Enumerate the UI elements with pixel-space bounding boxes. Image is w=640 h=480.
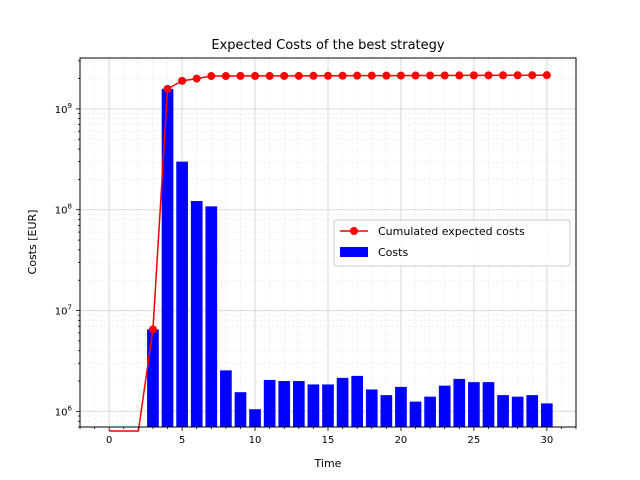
line-point: [353, 71, 362, 80]
line-point: [513, 71, 522, 80]
line-point: [367, 71, 376, 80]
line-point: [221, 72, 230, 81]
line-point: [309, 71, 318, 80]
legend-label-cumulated: Cumulated expected costs: [378, 225, 525, 238]
legend-label-costs: Costs: [378, 246, 408, 259]
line-point: [455, 71, 464, 80]
line-point: [440, 71, 449, 80]
y-tick-label: 107: [55, 304, 72, 318]
line-point: [192, 74, 201, 83]
line-point: [499, 71, 508, 80]
line-point: [265, 71, 274, 80]
line-point: [542, 71, 551, 80]
line-point: [426, 71, 435, 80]
bar: [176, 161, 188, 427]
line-point: [178, 76, 187, 85]
bar: [322, 384, 334, 427]
bar: [278, 381, 291, 427]
bar: [380, 395, 393, 427]
bar: [365, 389, 378, 427]
bar: [526, 395, 539, 427]
bar: [409, 401, 422, 427]
line-point: [469, 71, 478, 80]
chart-title: Expected Costs of the best strategy: [211, 38, 445, 53]
bar: [161, 88, 174, 427]
line-point: [324, 71, 332, 80]
line-point: [280, 71, 289, 80]
y-axis-ticks: 106 107 108 109: [55, 60, 80, 428]
bar: [234, 392, 247, 427]
line-point: [484, 71, 493, 80]
line-point: [251, 71, 260, 80]
x-tick-label: 10: [249, 435, 262, 446]
bar: [424, 396, 436, 427]
bar: [292, 381, 305, 427]
bar: [336, 377, 349, 427]
bar: [438, 385, 451, 427]
line-point: [163, 84, 172, 93]
bar: [453, 378, 466, 427]
line-series: [109, 71, 551, 432]
legend-bar-swatch: [340, 247, 368, 257]
line-point: [148, 325, 157, 334]
line-point: [236, 71, 245, 80]
x-tick-label: 0: [106, 435, 112, 446]
line-point: [411, 71, 420, 80]
y-tick-label: 109: [55, 102, 72, 116]
bar: [205, 206, 218, 427]
y-tick-label: 106: [55, 404, 73, 418]
bar: [249, 409, 261, 427]
line-point: [338, 71, 347, 80]
bar: [190, 201, 203, 427]
x-tick-label: 15: [322, 435, 335, 446]
bar: [307, 384, 320, 427]
line-point: [396, 71, 405, 80]
bar: [540, 403, 553, 427]
legend-marker-swatch: [350, 227, 358, 235]
bar: [482, 382, 495, 427]
y-axis-label: Costs [EUR]: [26, 210, 39, 275]
bar: [220, 370, 232, 427]
bar: [395, 386, 407, 427]
x-tick-label: 30: [540, 435, 553, 446]
y-tick-label: 108: [55, 203, 72, 217]
bar-series: [147, 88, 553, 427]
bar: [511, 396, 524, 427]
bar: [468, 382, 480, 427]
x-tick-label: 5: [179, 435, 185, 446]
x-tick-label: 25: [468, 435, 481, 446]
line-point: [294, 71, 303, 80]
line-point: [207, 72, 216, 81]
bar: [263, 379, 276, 427]
bar: [147, 329, 159, 427]
bar: [351, 375, 364, 427]
x-axis-label: Time: [314, 457, 342, 470]
legend-box: [333, 219, 571, 267]
bar: [497, 395, 509, 427]
x-axis-ticks: 0 5 10 15 20 25 30: [79, 427, 577, 446]
line-point: [382, 71, 391, 80]
x-tick-label: 20: [395, 435, 408, 446]
legend: Cumulated expected costs Costs: [333, 219, 571, 267]
line-point: [528, 71, 537, 80]
